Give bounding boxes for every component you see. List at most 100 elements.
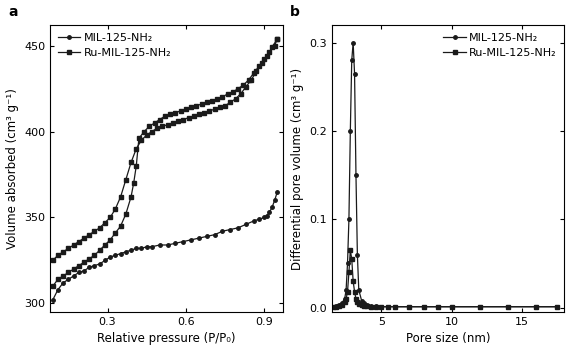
MIL-125-NH₂: [268, 205, 275, 209]
MIL-125-NH₂: [353, 173, 360, 177]
Ru-MIL-125-NH₂: [219, 95, 226, 99]
Ru-MIL-125-NH₂: [182, 107, 189, 111]
Ru-MIL-125-NH₂: [193, 104, 200, 108]
MIL-125-NH₂: [263, 214, 270, 218]
Ru-MIL-125-NH₂: [368, 305, 375, 309]
MIL-125-NH₂: [385, 305, 392, 309]
Legend: MIL-125-NH₂, Ru-MIL-125-NH₂: MIL-125-NH₂, Ru-MIL-125-NH₂: [56, 31, 173, 60]
MIL-125-NH₂: [86, 265, 93, 270]
MIL-125-NH₂: [117, 251, 124, 256]
MIL-125-NH₂: [354, 252, 361, 257]
Ru-MIL-125-NH₂: [271, 44, 278, 48]
Ru-MIL-125-NH₂: [214, 97, 221, 101]
Ru-MIL-125-NH₂: [347, 248, 354, 252]
Ru-MIL-125-NH₂: [372, 305, 379, 309]
MIL-125-NH₂: [261, 216, 268, 220]
Ru-MIL-125-NH₂: [341, 300, 348, 304]
MIL-125-NH₂: [372, 304, 379, 308]
MIL-125-NH₂: [219, 229, 226, 233]
MIL-125-NH₂: [107, 255, 113, 259]
MIL-125-NH₂: [149, 245, 156, 249]
Ru-MIL-125-NH₂: [406, 305, 413, 309]
Ru-MIL-125-NH₂: [198, 102, 205, 106]
MIL-125-NH₂: [341, 297, 348, 301]
Ru-MIL-125-NH₂: [80, 260, 87, 264]
MIL-125-NH₂: [477, 305, 483, 309]
Ru-MIL-125-NH₂: [504, 305, 511, 309]
MIL-125-NH₂: [196, 236, 202, 240]
MIL-125-NH₂: [533, 305, 540, 309]
MIL-125-NH₂: [554, 305, 561, 309]
Ru-MIL-125-NH₂: [91, 253, 98, 257]
Ru-MIL-125-NH₂: [354, 300, 361, 304]
MIL-125-NH₂: [227, 227, 234, 232]
Ru-MIL-125-NH₂: [86, 257, 93, 261]
Ru-MIL-125-NH₂: [230, 90, 237, 94]
MIL-125-NH₂: [80, 269, 87, 273]
MIL-125-NH₂: [504, 305, 511, 309]
MIL-125-NH₂: [266, 210, 273, 214]
MIL-125-NH₂: [364, 303, 371, 307]
Ru-MIL-125-NH₂: [266, 50, 273, 54]
Ru-MIL-125-NH₂: [60, 274, 67, 278]
Ru-MIL-125-NH₂: [336, 304, 343, 308]
Y-axis label: Differential pore volume (cm³ g⁻¹): Differential pore volume (cm³ g⁻¹): [291, 67, 304, 270]
Ru-MIL-125-NH₂: [351, 290, 358, 294]
MIL-125-NH₂: [123, 250, 129, 254]
Ru-MIL-125-NH₂: [224, 92, 231, 96]
Ru-MIL-125-NH₂: [151, 121, 158, 125]
MIL-125-NH₂: [143, 245, 150, 249]
MIL-125-NH₂: [211, 233, 218, 237]
MIL-125-NH₂: [243, 222, 250, 226]
MIL-125-NH₂: [203, 234, 210, 238]
MIL-125-NH₂: [271, 198, 278, 203]
MIL-125-NH₂: [343, 288, 349, 292]
Ru-MIL-125-NH₂: [49, 284, 56, 289]
Text: a: a: [8, 5, 18, 19]
MIL-125-NH₂: [368, 304, 375, 308]
MIL-125-NH₂: [96, 262, 103, 266]
Ru-MIL-125-NH₂: [96, 248, 103, 252]
Ru-MIL-125-NH₂: [554, 305, 561, 309]
Legend: MIL-125-NH₂, Ru-MIL-125-NH₂: MIL-125-NH₂, Ru-MIL-125-NH₂: [441, 31, 559, 60]
MIL-125-NH₂: [348, 58, 355, 62]
MIL-125-NH₂: [138, 246, 145, 251]
Ru-MIL-125-NH₂: [348, 257, 355, 261]
MIL-125-NH₂: [351, 72, 358, 76]
MIL-125-NH₂: [420, 305, 427, 309]
MIL-125-NH₂: [330, 305, 337, 309]
Ru-MIL-125-NH₂: [533, 305, 540, 309]
MIL-125-NH₂: [361, 301, 368, 305]
MIL-125-NH₂: [378, 305, 385, 309]
Ru-MIL-125-NH₂: [330, 305, 337, 309]
Line: MIL-125-NH₂: MIL-125-NH₂: [51, 190, 279, 302]
Ru-MIL-125-NH₂: [364, 304, 371, 308]
Ru-MIL-125-NH₂: [449, 305, 455, 309]
Ru-MIL-125-NH₂: [172, 111, 179, 115]
MIL-125-NH₂: [434, 305, 441, 309]
Ru-MIL-125-NH₂: [392, 305, 399, 309]
Ru-MIL-125-NH₂: [161, 114, 168, 118]
MIL-125-NH₂: [350, 40, 357, 45]
Ru-MIL-125-NH₂: [361, 304, 368, 308]
MIL-125-NH₂: [188, 238, 194, 242]
Text: b: b: [290, 5, 300, 19]
MIL-125-NH₂: [101, 258, 108, 263]
MIL-125-NH₂: [180, 239, 187, 244]
X-axis label: Pore size (nm): Pore size (nm): [406, 332, 490, 345]
MIL-125-NH₂: [392, 305, 399, 309]
Ru-MIL-125-NH₂: [250, 71, 257, 75]
MIL-125-NH₂: [355, 288, 362, 292]
Ru-MIL-125-NH₂: [420, 305, 427, 309]
Ru-MIL-125-NH₂: [333, 305, 340, 309]
MIL-125-NH₂: [164, 243, 171, 247]
Line: MIL-125-NH₂: MIL-125-NH₂: [332, 41, 559, 309]
Ru-MIL-125-NH₂: [378, 305, 385, 309]
Ru-MIL-125-NH₂: [136, 136, 142, 140]
Ru-MIL-125-NH₂: [209, 99, 215, 103]
MIL-125-NH₂: [235, 226, 242, 230]
Ru-MIL-125-NH₂: [255, 64, 262, 68]
MIL-125-NH₂: [49, 298, 56, 302]
MIL-125-NH₂: [333, 304, 340, 308]
MIL-125-NH₂: [255, 217, 262, 221]
